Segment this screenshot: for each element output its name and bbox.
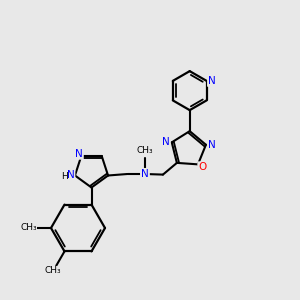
Text: O: O — [198, 162, 207, 172]
Text: N: N — [208, 140, 216, 150]
Text: N: N — [208, 76, 216, 86]
Text: N: N — [162, 137, 169, 147]
Text: CH₃: CH₃ — [136, 147, 153, 156]
Text: CH₃: CH₃ — [45, 266, 62, 275]
Text: N: N — [75, 148, 83, 159]
Text: CH₃: CH₃ — [20, 224, 37, 232]
Text: N: N — [67, 170, 74, 181]
Text: H: H — [61, 172, 68, 182]
Text: CH₃: CH₃ — [136, 146, 153, 155]
Text: N: N — [141, 169, 149, 179]
